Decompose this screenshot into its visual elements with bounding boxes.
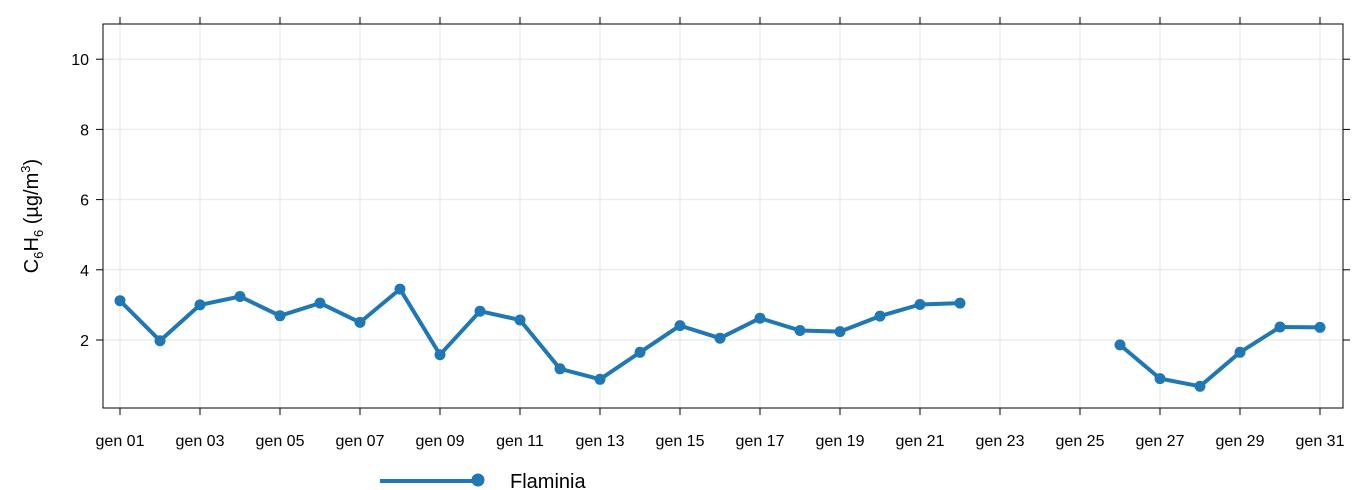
x-tick-label: gen 15: [656, 433, 705, 450]
data-point: [1154, 373, 1166, 385]
data-point: [394, 283, 406, 295]
x-tick-label: gen 05: [256, 433, 305, 450]
data-point: [954, 297, 966, 309]
data-point: [514, 314, 526, 326]
y-tick-label: 6: [80, 193, 89, 210]
x-tick-label: gen 11: [496, 433, 544, 450]
series-line: [1118, 325, 1322, 389]
x-tick-label: gen 19: [816, 433, 865, 450]
data-point: [1114, 339, 1126, 351]
x-tick-label: gen 31: [1296, 433, 1345, 450]
legend-point-swatch: [471, 473, 485, 487]
data-point: [434, 349, 446, 361]
x-tick-label: gen 29: [1216, 433, 1265, 450]
data-point: [914, 299, 926, 310]
series-line: [118, 287, 962, 382]
data-point: [354, 316, 366, 328]
data-point: [834, 326, 846, 338]
y-tick-label: 2: [80, 333, 89, 350]
x-tick-label: gen 01: [96, 433, 145, 450]
data-point: [1234, 346, 1246, 358]
legend-label: Flaminia: [510, 471, 586, 490]
data-point: [1314, 321, 1326, 333]
y-axis-title: C6H6 (µg/m3): [18, 159, 46, 273]
y-axis-title-h: H: [21, 237, 43, 251]
plot-frame: [102, 23, 1344, 409]
data-point: [794, 325, 806, 336]
data-point: [314, 297, 326, 309]
x-tick-label: gen 27: [1136, 433, 1185, 450]
x-tick-label: gen 13: [576, 433, 625, 450]
series-layer: [114, 283, 1326, 392]
x-tick-label: gen 07: [336, 433, 385, 450]
x-tick-label: gen 17: [736, 433, 785, 450]
data-point: [634, 346, 646, 358]
data-point: [474, 305, 486, 317]
grid: [103, 24, 1343, 408]
x-tick-label: gen 23: [976, 433, 1025, 450]
legend: Flaminia: [380, 471, 586, 490]
x-tick-label: gen 03: [176, 433, 225, 450]
y-axis-title-unit: (µg/m: [21, 173, 43, 230]
y-axis: 2 4 6 8 10: [71, 52, 1350, 350]
data-point: [1194, 380, 1206, 392]
data-point: [674, 320, 686, 332]
data-point: [114, 295, 126, 307]
y-tick-label: 4: [80, 263, 89, 280]
x-tick-label: gen 25: [1056, 433, 1105, 450]
data-point: [274, 310, 286, 322]
y-tick-label: 10: [71, 52, 89, 69]
y-axis-title-sub2: 6: [31, 230, 46, 237]
data-point: [154, 335, 166, 347]
data-point: [754, 312, 766, 324]
data-point: [234, 291, 246, 302]
data-point: [1274, 321, 1286, 333]
y-axis-title-sub1: 6: [31, 252, 46, 259]
data-point: [554, 363, 566, 375]
data-point: [594, 373, 606, 385]
y-tick-label: 8: [80, 122, 89, 139]
x-tick-label: gen 21: [896, 433, 945, 450]
data-point: [874, 310, 886, 322]
x-axis: gen 01 gen 03 gen 05 gen 07 gen 09 gen 11 gen …: [96, 17, 1345, 450]
y-axis-title-sup: 3: [18, 165, 33, 172]
data-point: [194, 299, 206, 311]
x-tick-label: gen 09: [416, 433, 465, 450]
y-axis-title-c: C: [21, 259, 43, 273]
data-point: [714, 332, 726, 344]
y-axis-title-close: ): [21, 159, 43, 166]
